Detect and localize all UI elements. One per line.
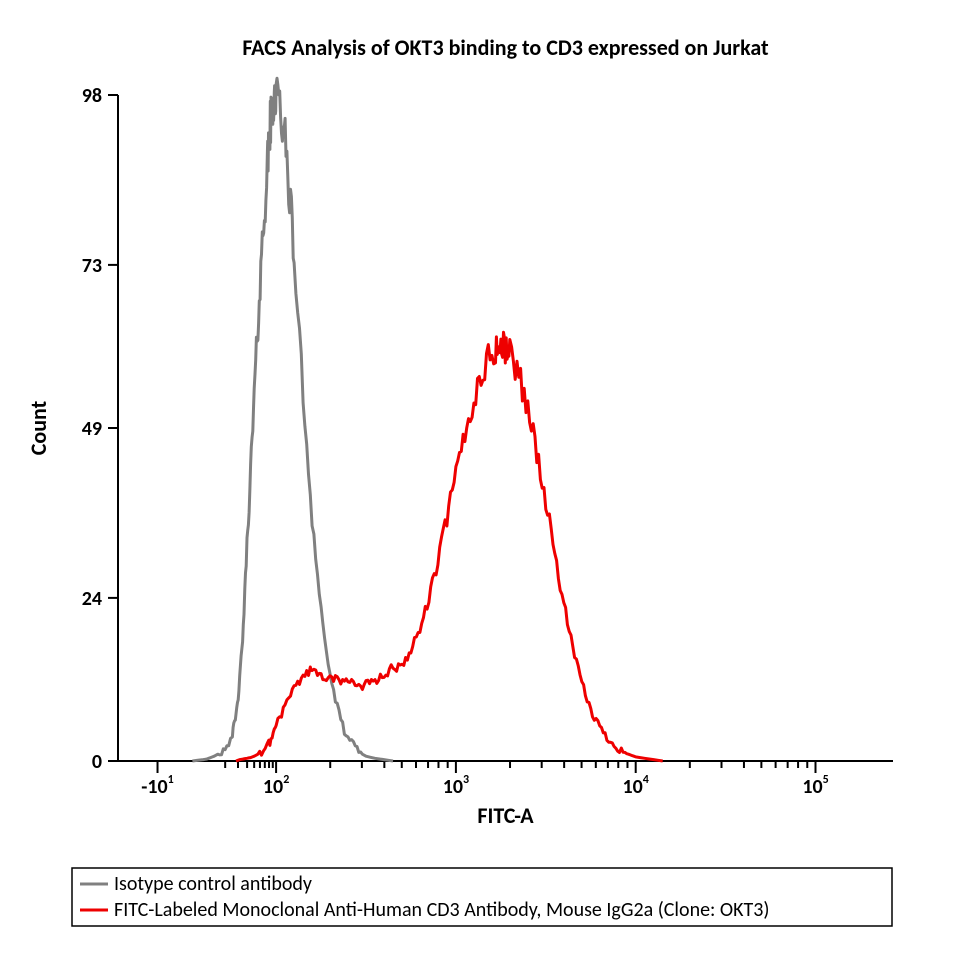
legend-label: Isotype control antibody xyxy=(114,872,312,896)
y-tick-label: 98 xyxy=(82,84,102,108)
facs-histogram: 024497398-101102103104105FITC-ACountFACS… xyxy=(0,0,965,965)
y-tick-label: 24 xyxy=(82,587,102,611)
y-tick-label: 73 xyxy=(82,254,102,278)
legend-label: FITC-Labeled Monoclonal Anti-Human CD3 A… xyxy=(114,898,769,922)
y-tick-label: 0 xyxy=(92,750,102,774)
x-axis-label: FITC-A xyxy=(477,802,534,829)
y-axis-label: Count xyxy=(25,400,52,455)
y-tick-label: 49 xyxy=(82,417,102,441)
chart-title: FACS Analysis of OKT3 binding to CD3 exp… xyxy=(242,34,769,61)
